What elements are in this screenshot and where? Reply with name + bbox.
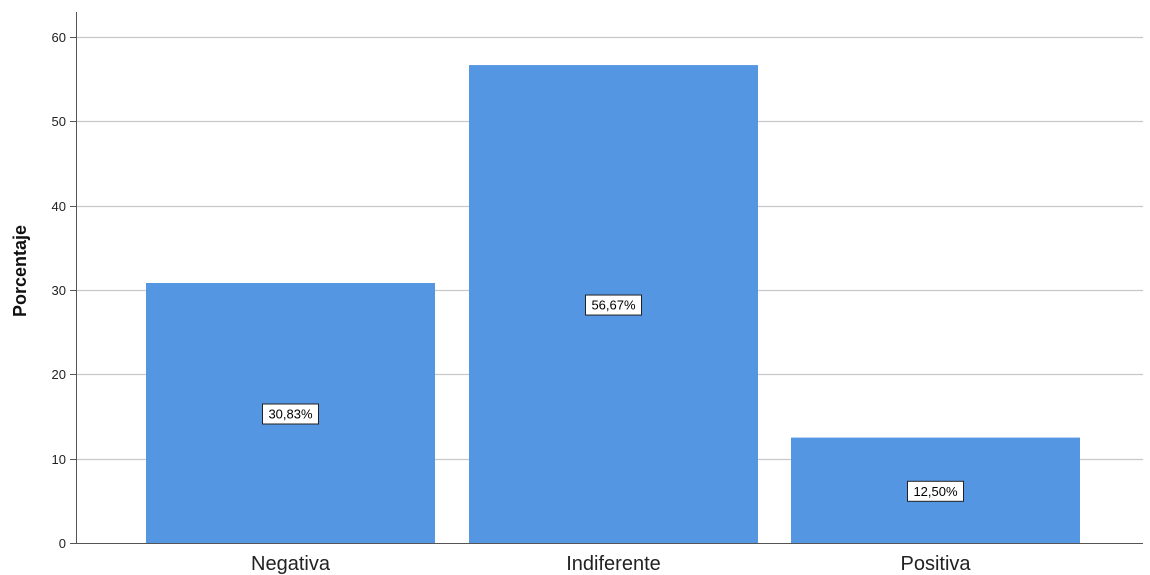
y-tick-label: 40	[52, 199, 66, 214]
x-tick-labels: Negativa Indiferente Positiva	[251, 553, 971, 575]
x-tick-label: Indiferente	[566, 553, 661, 575]
y-tick-label: 20	[52, 367, 66, 382]
y-tick-label: 50	[52, 114, 66, 129]
data-labels: 30,83% 56,67% 12,50%	[262, 294, 964, 502]
data-label: 30,83%	[262, 403, 319, 425]
x-tick-label: Positiva	[900, 553, 971, 575]
y-tick-label: 10	[52, 452, 66, 467]
data-label: 56,67%	[585, 294, 642, 316]
y-axis-title: Porcentaje	[10, 225, 30, 317]
y-tick-label: 0	[59, 536, 66, 551]
data-label-text: 12,50%	[913, 484, 958, 499]
y-tick-label: 30	[52, 283, 66, 298]
data-label-box	[907, 480, 964, 502]
axes	[70, 12, 1143, 544]
y-tick-labels: 0 10 20 30 40 50 60	[52, 30, 66, 551]
data-label-text: 56,67%	[591, 298, 636, 313]
y-tick-label: 60	[52, 30, 66, 45]
data-label-box	[585, 294, 642, 316]
x-tick-label: Negativa	[251, 553, 331, 575]
data-label: 12,50%	[907, 480, 964, 502]
data-label-text: 30,83%	[268, 407, 313, 422]
data-label-box	[262, 403, 319, 425]
